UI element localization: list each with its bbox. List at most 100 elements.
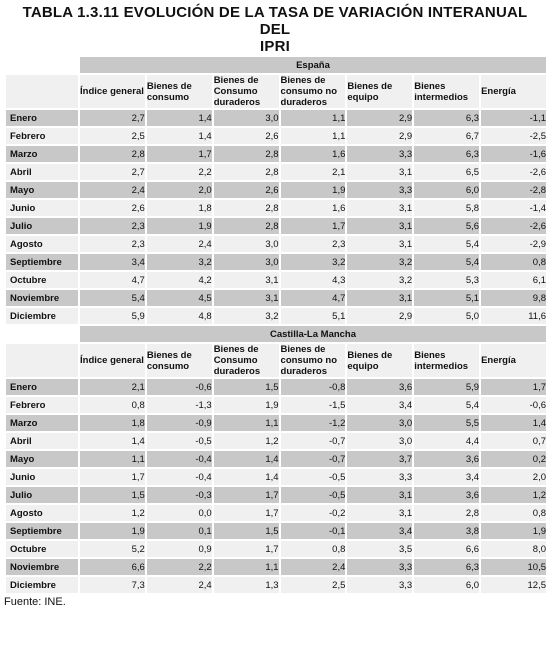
value-cell: 1,7 — [80, 469, 145, 485]
ipri-table-body: España Índice general Bienes de consumo Bie… — [6, 57, 546, 593]
table-row: Agosto 2,3 2,4 3,0 2,3 3,1 5,4 -2,9 — [6, 236, 546, 252]
month-label: Julio — [6, 487, 78, 503]
column-header: Índice general — [80, 344, 145, 377]
region-spacer — [6, 57, 78, 73]
value-cell: 1,7 — [213, 487, 279, 503]
value-cell: 2,4 — [146, 577, 212, 593]
value-cell: 4,4 — [414, 433, 480, 449]
column-header: Bienes de consumo — [146, 344, 212, 377]
month-label: Enero — [6, 110, 78, 126]
value-cell: 2,3 — [280, 236, 346, 252]
value-cell: 7,3 — [80, 577, 145, 593]
source-note: Fuente: INE. — [4, 596, 66, 608]
table-row: Septiembre 1,9 0,1 1,5 -0,1 3,4 3,8 1,9 — [6, 523, 546, 539]
value-cell: 3,0 — [213, 236, 279, 252]
value-cell: 3,1 — [347, 218, 413, 234]
value-cell: 1,5 — [213, 523, 279, 539]
table-row: Junio 2,6 1,8 2,8 1,6 3,1 5,8 -1,4 — [6, 200, 546, 216]
value-cell: 3,1 — [347, 236, 413, 252]
value-cell: 1,1 — [213, 559, 279, 575]
value-cell: 1,8 — [80, 415, 145, 431]
table-row: Febrero 2,5 1,4 2,6 1,1 2,9 6,7 -2,5 — [6, 128, 546, 144]
value-cell: 6,0 — [414, 577, 480, 593]
value-cell: -1,6 — [481, 146, 546, 162]
value-cell: 3,3 — [347, 577, 413, 593]
value-cell: 2,3 — [80, 236, 145, 252]
value-cell: 6,0 — [414, 182, 480, 198]
month-label: Noviembre — [6, 290, 78, 306]
value-cell: 3,4 — [80, 254, 145, 270]
table-row: Marzo 2,8 1,7 2,8 1,6 3,3 6,3 -1,6 — [6, 146, 546, 162]
value-cell: 6,7 — [414, 128, 480, 144]
value-cell: -0,7 — [280, 433, 346, 449]
month-label: Mayo — [6, 451, 78, 467]
value-cell: 6,1 — [481, 272, 546, 288]
value-cell: 3,1 — [347, 487, 413, 503]
value-cell: 1,7 — [280, 218, 346, 234]
value-cell: 2,9 — [347, 128, 413, 144]
month-label: Junio — [6, 469, 78, 485]
value-cell: 3,0 — [347, 415, 413, 431]
value-cell: 0,7 — [481, 433, 546, 449]
header-corner — [6, 75, 78, 108]
value-cell: 2,7 — [80, 164, 145, 180]
value-cell: 0,8 — [481, 254, 546, 270]
value-cell: 2,9 — [347, 308, 413, 324]
value-cell: 2,4 — [80, 182, 145, 198]
title-line-1: TABLA 1.3.11 EVOLUCIÓN DE LA TASA DE VAR… — [22, 4, 528, 38]
value-cell: 1,9 — [146, 218, 212, 234]
value-cell: 0,1 — [146, 523, 212, 539]
column-header: Bienes intermedios — [414, 75, 480, 108]
month-label: Febrero — [6, 397, 78, 413]
value-cell: 3,3 — [347, 146, 413, 162]
value-cell: 4,7 — [80, 272, 145, 288]
ipri-table: España Índice general Bienes de consumo Bie… — [4, 55, 548, 595]
value-cell: 2,5 — [280, 577, 346, 593]
value-cell: 1,7 — [146, 146, 212, 162]
column-header: Bienes de equipo — [347, 344, 413, 377]
value-cell: 3,3 — [347, 559, 413, 575]
value-cell: 3,8 — [414, 523, 480, 539]
value-cell: 3,2 — [146, 254, 212, 270]
value-cell: 5,5 — [414, 415, 480, 431]
value-cell: -0,5 — [280, 487, 346, 503]
table-row: Mayo 1,1 -0,4 1,4 -0,7 3,7 3,6 0,2 — [6, 451, 546, 467]
value-cell: 3,7 — [347, 451, 413, 467]
value-cell: 12,5 — [481, 577, 546, 593]
value-cell: 5,6 — [414, 218, 480, 234]
value-cell: 6,3 — [414, 146, 480, 162]
value-cell: 1,4 — [481, 415, 546, 431]
value-cell: 0,2 — [481, 451, 546, 467]
value-cell: 5,9 — [80, 308, 145, 324]
value-cell: -2,6 — [481, 218, 546, 234]
value-cell: 3,2 — [347, 254, 413, 270]
value-cell: 1,7 — [213, 541, 279, 557]
value-cell: -0,2 — [280, 505, 346, 521]
table-row: Abril 2,7 2,2 2,8 2,1 3,1 6,5 -2,6 — [6, 164, 546, 180]
value-cell: 1,7 — [213, 505, 279, 521]
value-cell: 4,3 — [280, 272, 346, 288]
value-cell: 3,5 — [347, 541, 413, 557]
value-cell: 1,4 — [146, 128, 212, 144]
value-cell: 2,7 — [80, 110, 145, 126]
value-cell: 5,4 — [414, 236, 480, 252]
value-cell: -2,6 — [481, 164, 546, 180]
column-header: Bienes de consumo no duraderos — [280, 75, 346, 108]
value-cell: 8,0 — [481, 541, 546, 557]
column-header: Índice general — [80, 75, 145, 108]
value-cell: 1,9 — [213, 397, 279, 413]
value-cell: 2,3 — [80, 218, 145, 234]
table-row: Julio 1,5 -0,3 1,7 -0,5 3,1 3,6 1,2 — [6, 487, 546, 503]
value-cell: 2,6 — [80, 200, 145, 216]
value-cell: 0,0 — [146, 505, 212, 521]
value-cell: 3,2 — [213, 308, 279, 324]
table-row: Febrero 0,8 -1,3 1,9 -1,5 3,4 5,4 -0,6 — [6, 397, 546, 413]
value-cell: 9,8 — [481, 290, 546, 306]
table-row: Julio 2,3 1,9 2,8 1,7 3,1 5,6 -2,6 — [6, 218, 546, 234]
value-cell: 4,7 — [280, 290, 346, 306]
value-cell: 6,3 — [414, 110, 480, 126]
column-header: Energía — [481, 75, 546, 108]
value-cell: 2,2 — [146, 164, 212, 180]
title-line-2: IPRI — [260, 38, 290, 55]
table-row: Agosto 1,2 0,0 1,7 -0,2 3,1 2,8 0,8 — [6, 505, 546, 521]
